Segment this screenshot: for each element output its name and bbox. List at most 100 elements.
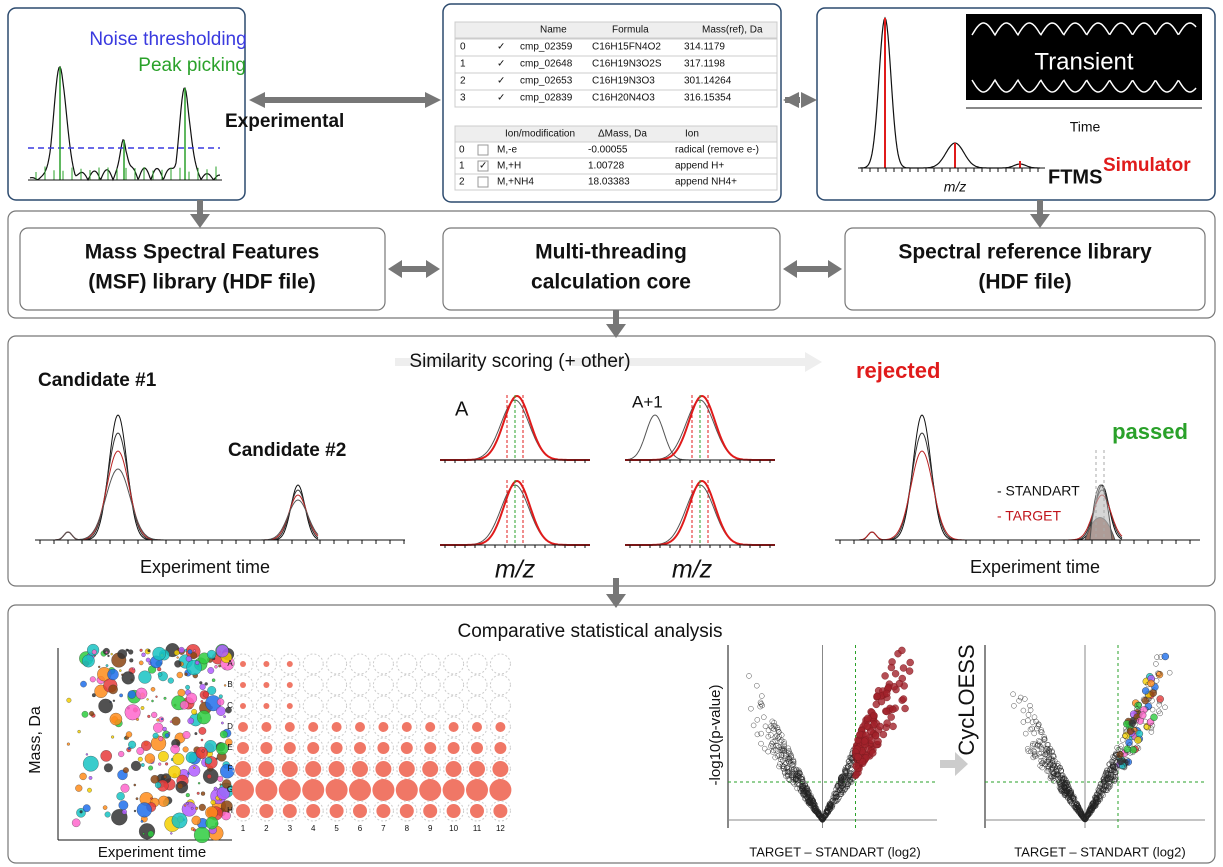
volcano-point (754, 731, 761, 738)
well (372, 800, 394, 822)
feature-bubble (187, 649, 193, 655)
volcano-point (1016, 698, 1022, 704)
well (466, 758, 488, 780)
volcano-point (1029, 725, 1035, 732)
well (255, 695, 277, 717)
volcano-point (1112, 772, 1119, 778)
feature-bubble (154, 781, 162, 789)
well (489, 695, 511, 717)
volcano-point (854, 753, 862, 761)
feature-bubble (140, 706, 145, 710)
row-index: 2 (459, 177, 465, 188)
volcano-point (789, 766, 795, 772)
volcano-point (1166, 670, 1173, 676)
well-signal (469, 761, 485, 777)
volcano-point (1089, 802, 1095, 809)
well-signal (235, 761, 251, 777)
row-index: 3 (460, 93, 466, 104)
volcano-point (1041, 735, 1048, 742)
checkbox (477, 144, 489, 156)
row-index: 0 (460, 42, 466, 53)
volcano-point (848, 770, 854, 776)
volcano-point (1038, 744, 1044, 750)
feature-bubble (121, 671, 135, 685)
volcano-point (806, 799, 812, 805)
arrow (785, 97, 800, 103)
passed-label: passed (1112, 419, 1188, 444)
volcano-point (1113, 764, 1119, 770)
volcano-point (1071, 800, 1078, 807)
well (466, 674, 488, 696)
well (302, 653, 324, 675)
plate-col-label: 3 (288, 824, 293, 833)
checkbox (477, 176, 489, 188)
volcano-point (1027, 726, 1034, 733)
well-signal (472, 722, 482, 732)
volcano-point (783, 773, 789, 779)
volcano-point (812, 805, 818, 811)
well (372, 653, 394, 675)
volcano-point (887, 713, 895, 721)
well (349, 758, 371, 780)
volcano-point (770, 743, 776, 749)
volcano-point (1085, 810, 1092, 817)
plate-row-label: A (227, 659, 233, 668)
well-signal (446, 804, 461, 818)
well (302, 758, 324, 780)
checkbox (477, 160, 489, 172)
well (349, 800, 371, 822)
feature-bubble (82, 755, 99, 772)
volcano-point (799, 786, 805, 792)
volcano-point (811, 807, 818, 814)
feature-bubble (82, 804, 91, 813)
volcano-point (1067, 796, 1074, 802)
feature-bubble (139, 648, 143, 652)
well (326, 800, 348, 822)
feature-bubble (193, 649, 196, 652)
volcano-point (1124, 757, 1130, 763)
volcano-point (1036, 751, 1043, 757)
reference-line: (HDF file) (978, 271, 1071, 294)
axis-label: Mass, Da (27, 706, 44, 774)
feature-bubble (196, 791, 200, 795)
well (489, 800, 511, 822)
volcano-point (1056, 765, 1063, 771)
feature-bubble (81, 710, 89, 718)
volcano-point (1134, 736, 1142, 744)
plate-col-label: 4 (311, 824, 316, 833)
feature-bubble (129, 658, 134, 663)
volcano-point (1111, 777, 1117, 784)
well-signal (284, 722, 295, 732)
volcano-point (786, 777, 793, 783)
feature-bubble (193, 766, 196, 769)
volcano-point (1104, 767, 1111, 774)
well (372, 674, 394, 696)
feature-bubble (220, 800, 233, 813)
well (372, 758, 394, 780)
volcano-point (1135, 730, 1144, 738)
feature-bubble (187, 717, 194, 725)
well (466, 737, 488, 759)
arrow (940, 752, 968, 776)
feature-bubble (207, 667, 215, 674)
volcano-point (1051, 761, 1057, 767)
volcano-point (1085, 811, 1091, 817)
axis-label: Experiment time (98, 844, 206, 861)
table-header (454, 21, 778, 39)
volcano-point (864, 714, 872, 722)
volcano-point (1113, 752, 1120, 758)
volcano-point (1088, 803, 1094, 810)
volcano-point (757, 699, 764, 706)
feature-bubble (195, 806, 199, 810)
peak-label: Peak picking (138, 55, 246, 76)
volcano-point (1093, 796, 1100, 803)
volcano-point (1147, 679, 1155, 688)
well-signal (375, 761, 392, 777)
feature-bubble (219, 730, 228, 739)
volcano-point (1038, 750, 1044, 756)
volcano-point (800, 790, 807, 796)
well-signal (232, 779, 254, 801)
volcano-point (1141, 696, 1150, 705)
feature-bubble (146, 698, 149, 701)
feature-bubble (213, 786, 218, 791)
